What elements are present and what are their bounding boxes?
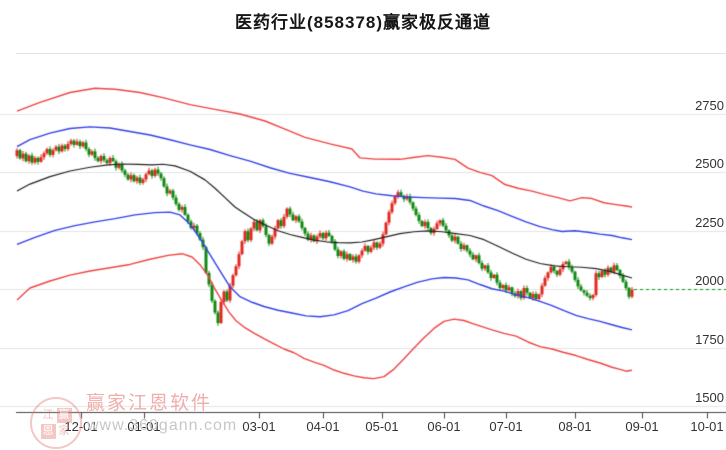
seal-char: 恩 [40, 423, 56, 439]
y-axis-label: 1500 [695, 390, 724, 405]
y-axis-label: 2250 [695, 214, 724, 230]
x-axis-label: 03-01 [242, 419, 276, 434]
watermark-url-text: www.360gann.com [87, 417, 238, 434]
seal-characters: 江赢恩家 [40, 407, 72, 439]
watermark-brand-text: 赢家江恩软件 [86, 393, 213, 414]
x-axis-label: 05-01 [365, 419, 399, 434]
y-axis-label: 2750 [695, 98, 724, 113]
seal-char: 赢 [56, 407, 72, 423]
y-axis-label: 2500 [695, 156, 724, 172]
y-axis-label: 2000 [695, 273, 724, 289]
watermark-seal-logo: 江赢恩家 [30, 397, 82, 449]
x-axis-label: 01-01 [127, 419, 161, 434]
y-axis-label: 1750 [695, 331, 724, 347]
x-axis-label: 10-01 [690, 419, 724, 434]
x-axis-label: 07-01 [489, 419, 523, 434]
x-axis-label: 09-01 [625, 419, 659, 434]
x-axis-label: 08-01 [558, 419, 592, 434]
seal-char: 家 [58, 424, 70, 437]
seal-char: 江 [42, 408, 54, 421]
x-axis-label: 06-01 [427, 419, 461, 434]
x-axis-label: 04-01 [306, 419, 340, 434]
